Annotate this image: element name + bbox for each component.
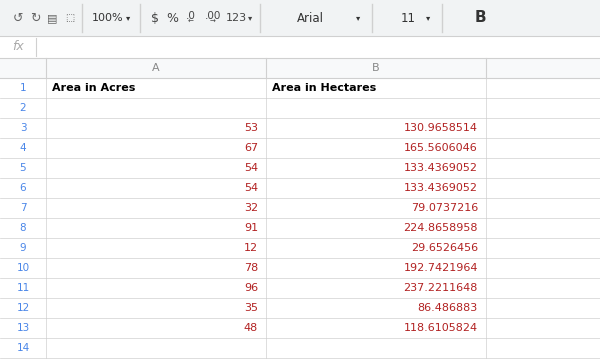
Bar xyxy=(0,238,600,258)
Text: Area in Acres: Area in Acres xyxy=(52,83,136,93)
Text: Arial: Arial xyxy=(296,11,323,24)
Text: 53: 53 xyxy=(244,123,258,133)
Text: 32: 32 xyxy=(244,203,258,213)
Text: 35: 35 xyxy=(244,303,258,313)
Bar xyxy=(0,36,600,58)
Bar xyxy=(0,98,600,118)
Bar xyxy=(0,58,600,78)
Text: 133.4369052: 133.4369052 xyxy=(404,163,478,173)
Text: .0: .0 xyxy=(186,11,196,21)
Bar xyxy=(0,338,600,358)
Text: 48: 48 xyxy=(244,323,258,333)
Text: ▾: ▾ xyxy=(426,14,430,23)
Text: 224.8658958: 224.8658958 xyxy=(404,223,478,233)
Text: 1: 1 xyxy=(20,83,26,93)
Bar xyxy=(0,318,600,338)
Bar xyxy=(0,278,600,298)
Text: 91: 91 xyxy=(244,223,258,233)
Text: 192.7421964: 192.7421964 xyxy=(404,263,478,273)
Bar xyxy=(0,138,600,158)
Text: ←: ← xyxy=(188,19,194,25)
Bar xyxy=(0,298,600,318)
Text: 7: 7 xyxy=(20,203,26,213)
Text: 2: 2 xyxy=(20,103,26,113)
Text: 14: 14 xyxy=(16,343,29,353)
Text: 54: 54 xyxy=(244,163,258,173)
Text: $: $ xyxy=(151,11,159,24)
Text: .00: .00 xyxy=(205,11,221,21)
Text: 54: 54 xyxy=(244,183,258,193)
Text: 12: 12 xyxy=(16,303,29,313)
Text: 6: 6 xyxy=(20,183,26,193)
Text: 130.9658514: 130.9658514 xyxy=(404,123,478,133)
Text: 96: 96 xyxy=(244,283,258,293)
Text: 237.2211648: 237.2211648 xyxy=(404,283,478,293)
Text: 118.6105824: 118.6105824 xyxy=(404,323,478,333)
Text: ▾: ▾ xyxy=(126,14,130,23)
Bar xyxy=(0,218,600,238)
Text: 11: 11 xyxy=(16,283,29,293)
Text: 3: 3 xyxy=(20,123,26,133)
Bar xyxy=(0,118,600,138)
Text: 79.0737216: 79.0737216 xyxy=(411,203,478,213)
Bar xyxy=(0,158,600,178)
Text: fx: fx xyxy=(12,41,24,53)
Text: 78: 78 xyxy=(244,263,258,273)
Text: 123: 123 xyxy=(226,13,247,23)
Text: 5: 5 xyxy=(20,163,26,173)
Text: 165.5606046: 165.5606046 xyxy=(404,143,478,153)
Text: ↻: ↻ xyxy=(30,11,40,24)
Text: Area in Hectares: Area in Hectares xyxy=(272,83,376,93)
Text: 67: 67 xyxy=(244,143,258,153)
Text: B: B xyxy=(372,63,380,73)
Text: ⬚: ⬚ xyxy=(65,13,74,23)
Text: 12: 12 xyxy=(244,243,258,253)
Text: 133.4369052: 133.4369052 xyxy=(404,183,478,193)
Text: 11: 11 xyxy=(401,11,415,24)
Text: ▾: ▾ xyxy=(248,14,252,23)
Text: 10: 10 xyxy=(16,263,29,273)
Text: ↺: ↺ xyxy=(13,11,23,24)
Text: 29.6526456: 29.6526456 xyxy=(411,243,478,253)
Text: 100%: 100% xyxy=(92,13,124,23)
Text: 4: 4 xyxy=(20,143,26,153)
Text: 9: 9 xyxy=(20,243,26,253)
Text: 13: 13 xyxy=(16,323,29,333)
Text: B: B xyxy=(474,10,486,25)
Text: ▤: ▤ xyxy=(47,13,57,23)
Text: →: → xyxy=(210,19,216,25)
Text: 86.486883: 86.486883 xyxy=(418,303,478,313)
Bar xyxy=(0,178,600,198)
Bar xyxy=(0,198,600,218)
Bar xyxy=(0,78,600,98)
Bar xyxy=(0,258,600,278)
Text: %: % xyxy=(166,11,178,24)
Bar xyxy=(0,0,600,36)
Text: 8: 8 xyxy=(20,223,26,233)
Text: ▾: ▾ xyxy=(356,14,360,23)
Text: A: A xyxy=(152,63,160,73)
